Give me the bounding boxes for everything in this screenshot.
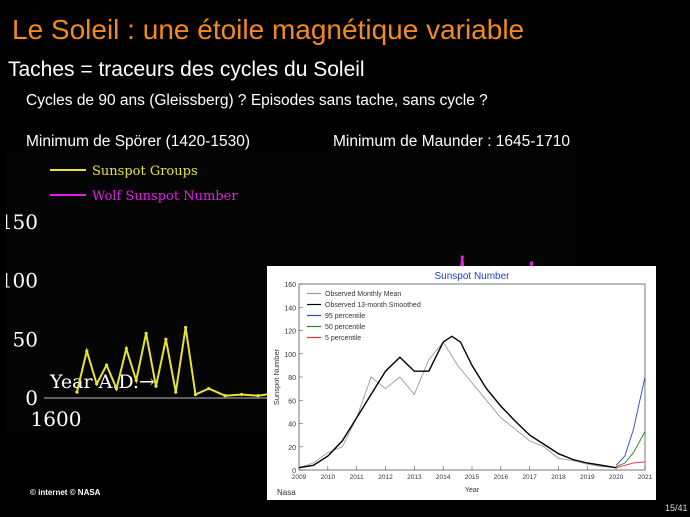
data-point — [529, 261, 534, 265]
data-point — [154, 384, 158, 388]
x-tick-label: 1600 — [31, 407, 82, 431]
x-tick-label: 2014 — [436, 474, 451, 481]
series-line — [298, 341, 617, 469]
y-tick-label: 100 — [284, 352, 296, 359]
series-line — [615, 376, 646, 466]
x-tick-label: 2018 — [551, 474, 566, 481]
y-axis-title: Sunspot Number — [272, 348, 281, 405]
page-number: 15/41 — [665, 503, 688, 513]
data-point — [104, 363, 109, 367]
inset-chart-title: Sunspot Number — [434, 271, 510, 282]
source-label: Nasa — [277, 488, 296, 497]
y-tick-label: 160 — [284, 282, 296, 289]
x-tick-label: 2019 — [580, 474, 595, 481]
image-credit: © internet © NASA — [30, 488, 101, 497]
data-point — [193, 392, 198, 397]
slide-title: Le Soleil : une étoile magnétique variab… — [12, 14, 525, 45]
y-tick-label: 20 — [288, 445, 296, 452]
data-point — [174, 390, 178, 394]
series-line — [298, 335, 617, 469]
x-tick-label: 2012 — [378, 474, 393, 481]
sporer-minimum-label: Minimum de Spörer (1420-1530) — [26, 133, 250, 150]
legend-entry: 50 percentile — [325, 324, 365, 331]
x-tick-label: 2015 — [465, 474, 480, 481]
gleissberg-question: Cycles de 90 ans (Gleissberg) ? Episodes… — [26, 92, 488, 109]
y-tick-label: 150 — [6, 210, 38, 234]
data-point — [144, 331, 148, 335]
x-tick-label: 2016 — [494, 474, 509, 481]
y-tick-label: 0 — [292, 468, 296, 475]
x-tick-label: 2013 — [407, 474, 422, 481]
data-point — [134, 378, 138, 382]
slide-subtitle: Taches = traceurs des cycles du Soleil — [8, 58, 365, 81]
y-tick-label: 60 — [288, 398, 296, 405]
x-tick-label: 2017 — [522, 474, 537, 481]
series-line — [616, 431, 646, 467]
legend-entry: Observed 13-month Smoothed — [325, 302, 421, 309]
y-tick-label: 40 — [288, 422, 296, 429]
y-tick-label: 0 — [25, 386, 38, 410]
y-tick-label: 140 — [284, 305, 296, 312]
y-tick-label: 50 — [13, 327, 38, 351]
x-tick-label: 2021 — [638, 474, 653, 481]
data-point — [85, 349, 89, 353]
recent-chart-svg: Sunspot Number 0 20 40 60 80 100 120 140 160 2009 2… — [272, 271, 653, 497]
series-line — [616, 461, 646, 469]
data-point — [223, 394, 227, 398]
x-axis-title: Year — [465, 487, 480, 494]
data-point — [460, 255, 464, 259]
data-point — [114, 387, 119, 391]
recent-sunspot-chart: Sunspot Number 0 20 40 60 80 100 120 140 160 2009 2… — [267, 266, 656, 500]
data-point — [164, 337, 168, 341]
legend-entry: 95 percentile — [325, 313, 365, 320]
legend-entry: Wolf Sunspot Number — [92, 189, 238, 204]
data-point — [207, 387, 211, 391]
data-point — [184, 325, 188, 330]
x-tick-label: 2009 — [292, 474, 307, 481]
plot-frame — [298, 283, 646, 471]
data-point — [256, 394, 260, 398]
y-tick-label: 120 — [284, 329, 296, 336]
x-tick-label: 2011 — [350, 474, 364, 481]
x-tick-label: 2010 — [321, 474, 336, 481]
data-point — [240, 392, 244, 397]
maunder-minimum-label: Minimum de Maunder : 1645-1710 — [333, 133, 570, 150]
y-tick-label: 100 — [6, 269, 38, 293]
legend-entry: 5 percentile — [325, 335, 361, 342]
legend-entry: Observed Monthly Mean — [325, 291, 401, 298]
x-axis-title: Year A.D.→ — [49, 371, 155, 393]
y-tick-label: 80 — [288, 375, 296, 382]
data-point — [95, 382, 99, 386]
legend-entry: Sunspot Groups — [92, 164, 198, 179]
x-tick-label: 2020 — [609, 474, 624, 481]
data-point — [124, 347, 128, 351]
data-point — [75, 390, 79, 394]
